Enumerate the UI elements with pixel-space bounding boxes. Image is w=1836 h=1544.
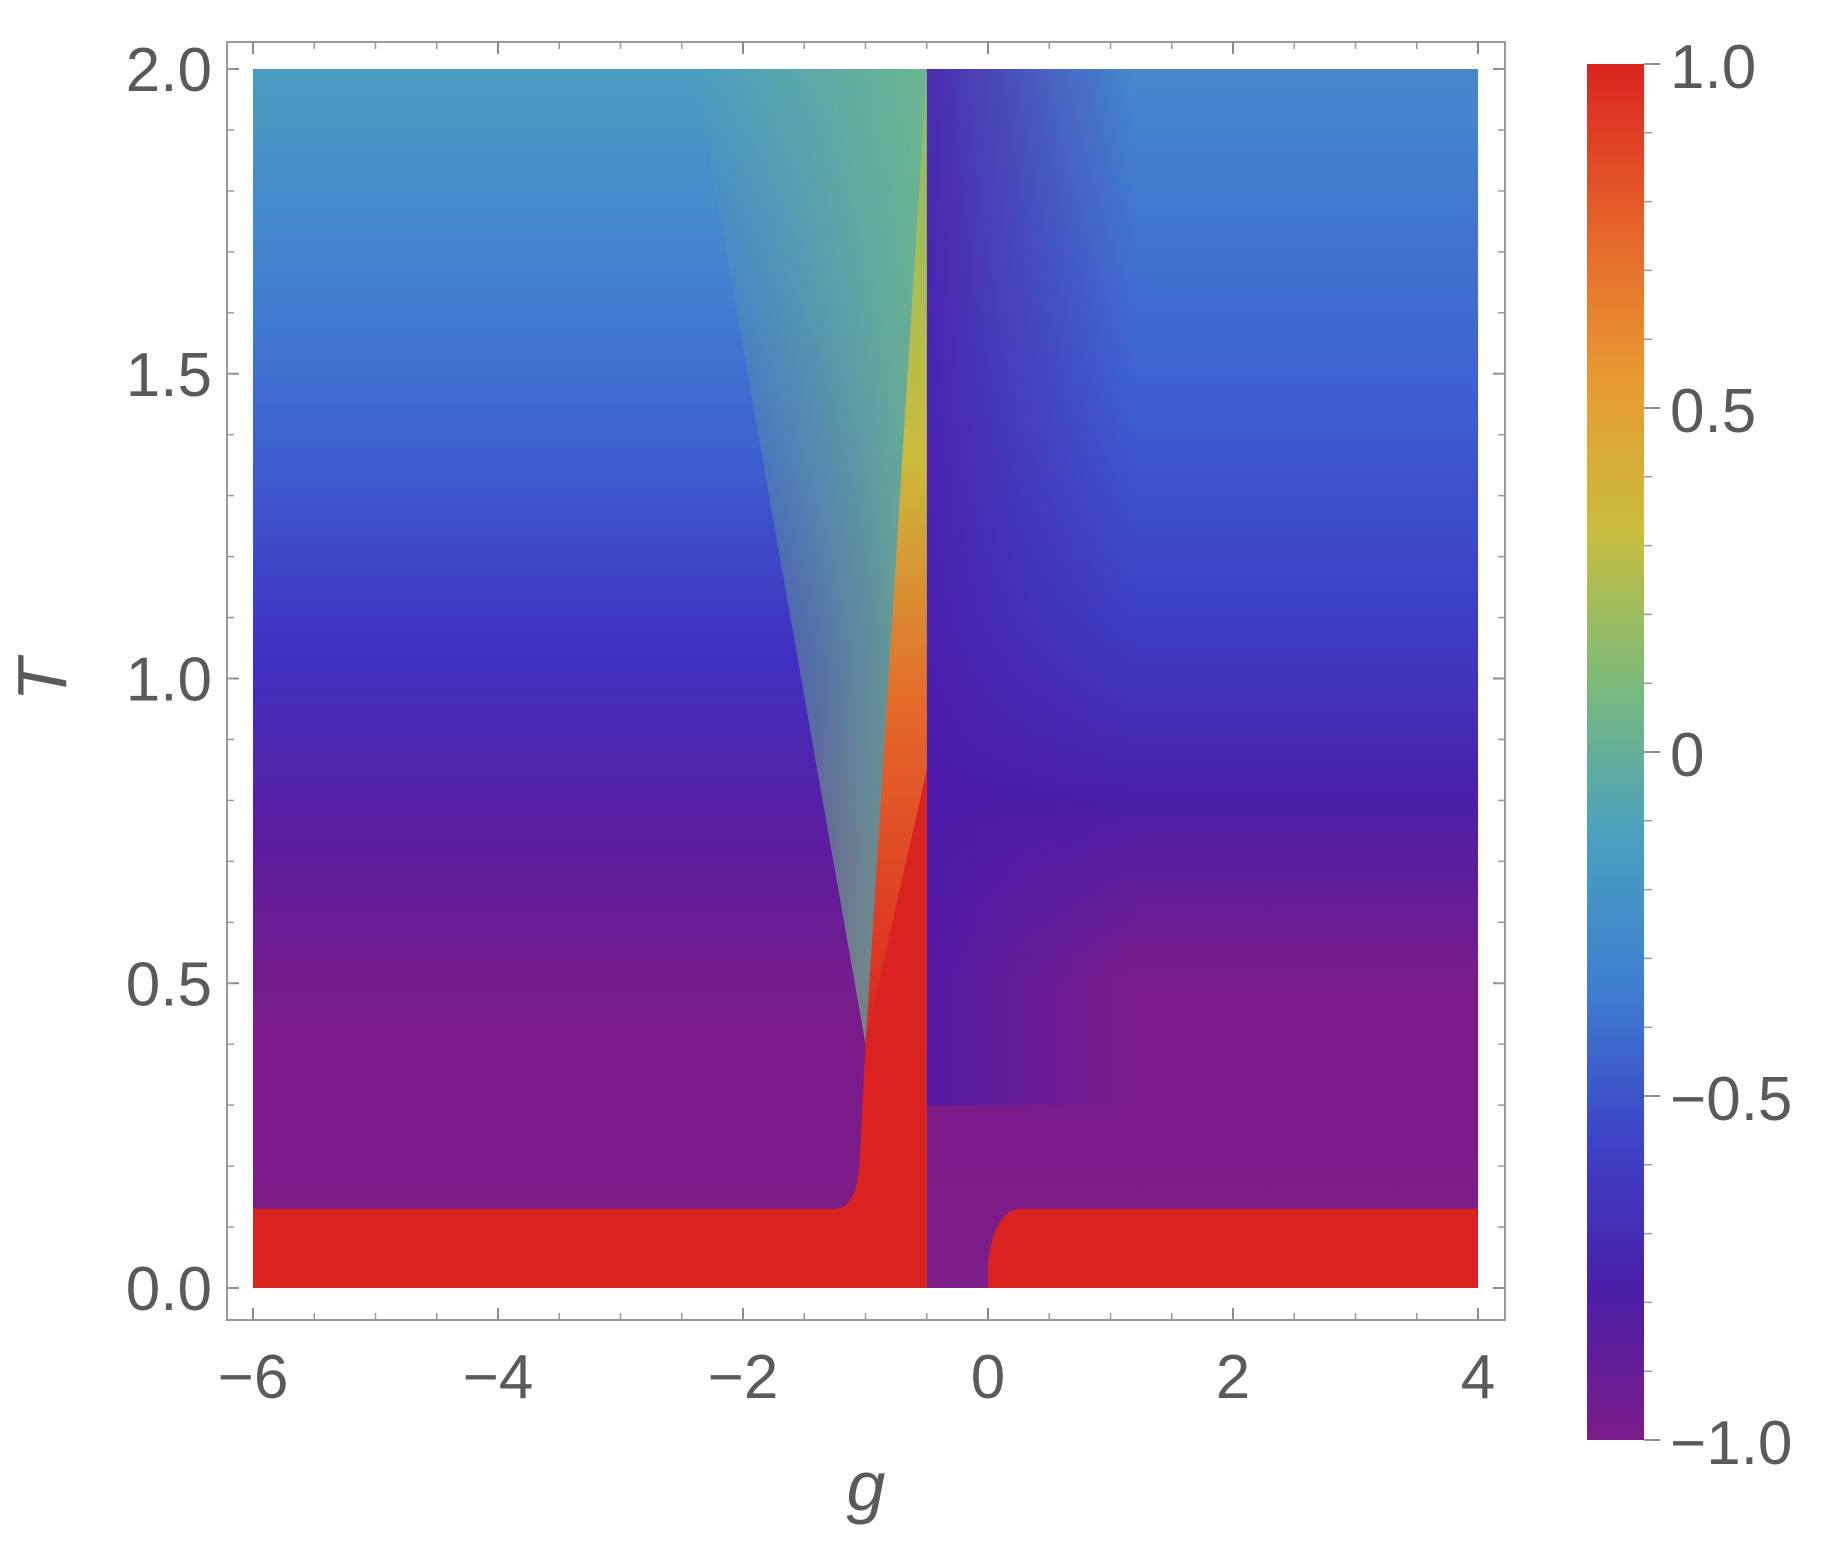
x-tick-label: 0 (971, 1343, 1005, 1412)
y-tick-label: 0.5 (126, 950, 212, 1019)
x-tick-label: 2 (1216, 1343, 1250, 1412)
x-tick-label: −6 (218, 1343, 289, 1412)
right-core-shade (926, 69, 1135, 1106)
x-tick-label: −4 (463, 1343, 534, 1412)
colorbar-tick-label: 0 (1670, 721, 1704, 790)
y-tick-label: 1.0 (126, 646, 212, 715)
colorbar-ticks: −1.0 −0.5 0 0.5 1.0 (1644, 33, 1792, 1478)
colorbar-tick-label: −1.0 (1670, 1409, 1792, 1478)
y-tick-label: 2.0 (126, 36, 212, 105)
colorbar (1587, 64, 1644, 1440)
x-tick-label: −2 (708, 1343, 779, 1412)
colorbar-tick-label: 0.5 (1670, 377, 1756, 446)
y-axis: 0.0 0.5 1.0 1.5 2.0 (126, 36, 1505, 1324)
y-tick-label: 1.5 (126, 341, 212, 410)
x-tick-label: 4 (1461, 1343, 1495, 1412)
y-tick-label: 0.0 (126, 1255, 212, 1324)
x-axis-title: g (847, 1447, 886, 1525)
red-wedge-gradient-region (865, 69, 927, 1045)
left-teal-fade (694, 69, 927, 1045)
right-red-band (988, 1208, 1478, 1288)
left-red-region (253, 769, 927, 1288)
colorbar-tick-label: 1.0 (1670, 33, 1756, 102)
heatmap-field (253, 69, 1478, 1288)
colorbar-tick-label: −0.5 (1670, 1065, 1792, 1134)
y-axis-title: T (3, 654, 81, 701)
x-axis: −6 −4 −2 0 2 4 (218, 42, 1495, 1412)
